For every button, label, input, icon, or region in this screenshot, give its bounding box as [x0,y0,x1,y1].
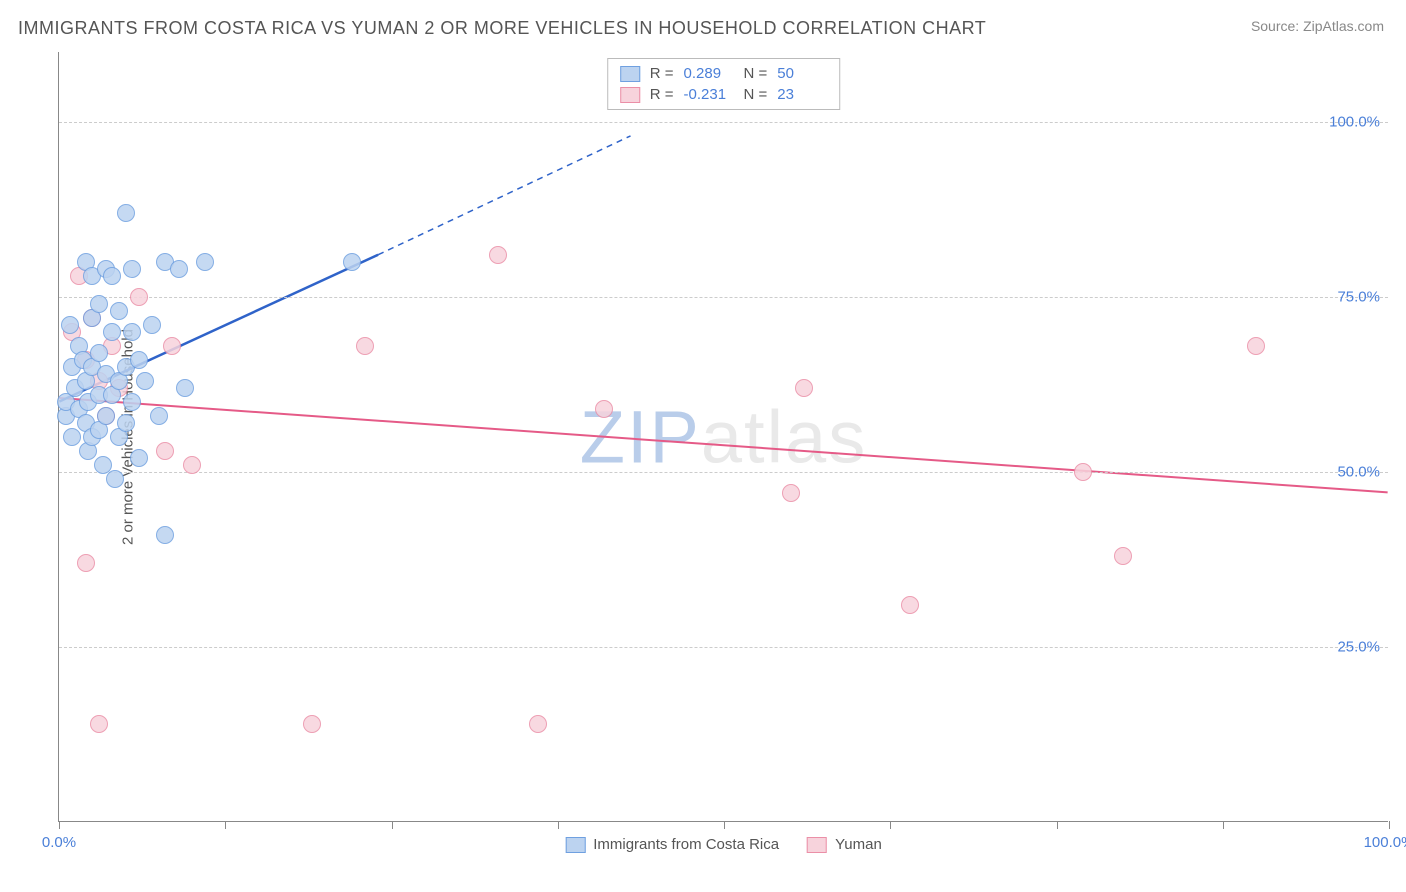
x-tick [1389,821,1390,829]
scatter-point [356,337,374,355]
legend-swatch [620,66,640,82]
x-tick-label: 100.0% [1364,834,1406,851]
scatter-point [90,715,108,733]
scatter-point [130,351,148,369]
scatter-point [529,715,547,733]
scatter-point [196,253,214,271]
n-label: N = [744,65,768,82]
plot-area: ZIPatlas R = 0.289 N = 50 R = -0.231 N =… [58,52,1388,822]
r-label: R = [650,86,674,103]
series-legend: Immigrants from Costa Rica Yuman [565,836,882,853]
scatter-point [1114,547,1132,565]
scatter-point [595,400,613,418]
gridline [59,297,1388,298]
x-tick [724,821,725,829]
scatter-point [1247,337,1265,355]
gridline [59,122,1388,123]
x-tick [558,821,559,829]
scatter-point [117,204,135,222]
trend-line-pink [59,398,1387,492]
scatter-point [303,715,321,733]
trend-lines-layer [59,52,1388,821]
scatter-point [130,288,148,306]
n-label: N = [744,86,768,103]
scatter-point [103,267,121,285]
y-tick-label: 25.0% [1337,639,1380,656]
r-value: -0.231 [684,86,734,103]
x-tick [225,821,226,829]
r-value: 0.289 [684,65,734,82]
scatter-point [156,526,174,544]
trend-line-blue-dashed [378,136,630,255]
scatter-point [163,337,181,355]
scatter-point [117,414,135,432]
r-label: R = [650,65,674,82]
scatter-point [170,260,188,278]
scatter-point [1074,463,1092,481]
legend-label: Yuman [835,836,882,853]
x-tick [59,821,60,829]
scatter-point [61,316,79,334]
watermark: ZIPatlas [580,394,867,479]
legend-swatch [620,87,640,103]
scatter-point [901,596,919,614]
n-value: 50 [777,65,827,82]
x-tick [890,821,891,829]
legend-label: Immigrants from Costa Rica [593,836,779,853]
scatter-point [343,253,361,271]
scatter-point [106,470,124,488]
scatter-point [123,323,141,341]
plot-container: 2 or more Vehicles in Household ZIPatlas… [48,52,1388,822]
legend-row: R = -0.231 N = 23 [620,84,828,105]
y-tick-label: 100.0% [1329,114,1380,131]
scatter-point [123,260,141,278]
y-tick-label: 75.0% [1337,289,1380,306]
scatter-point [77,554,95,572]
scatter-point [103,323,121,341]
scatter-point [110,302,128,320]
x-tick [392,821,393,829]
gridline [59,647,1388,648]
chart-title: IMMIGRANTS FROM COSTA RICA VS YUMAN 2 OR… [18,18,986,39]
legend-item: Yuman [807,836,882,853]
gridline [59,472,1388,473]
source-attribution: Source: ZipAtlas.com [1251,18,1384,34]
scatter-point [795,379,813,397]
n-value: 23 [777,86,827,103]
legend-swatch [565,837,585,853]
x-tick-label: 0.0% [42,834,76,851]
legend-swatch [807,837,827,853]
scatter-point [90,344,108,362]
scatter-point [63,428,81,446]
scatter-point [183,456,201,474]
x-tick [1223,821,1224,829]
x-tick [1057,821,1058,829]
scatter-point [130,449,148,467]
scatter-point [97,407,115,425]
scatter-point [489,246,507,264]
legend-item: Immigrants from Costa Rica [565,836,779,853]
correlation-legend: R = 0.289 N = 50 R = -0.231 N = 23 [607,58,841,110]
scatter-point [782,484,800,502]
legend-row: R = 0.289 N = 50 [620,63,828,84]
scatter-point [143,316,161,334]
scatter-point [156,442,174,460]
scatter-point [136,372,154,390]
scatter-point [90,295,108,313]
scatter-point [150,407,168,425]
y-tick-label: 50.0% [1337,464,1380,481]
scatter-point [176,379,194,397]
scatter-point [123,393,141,411]
